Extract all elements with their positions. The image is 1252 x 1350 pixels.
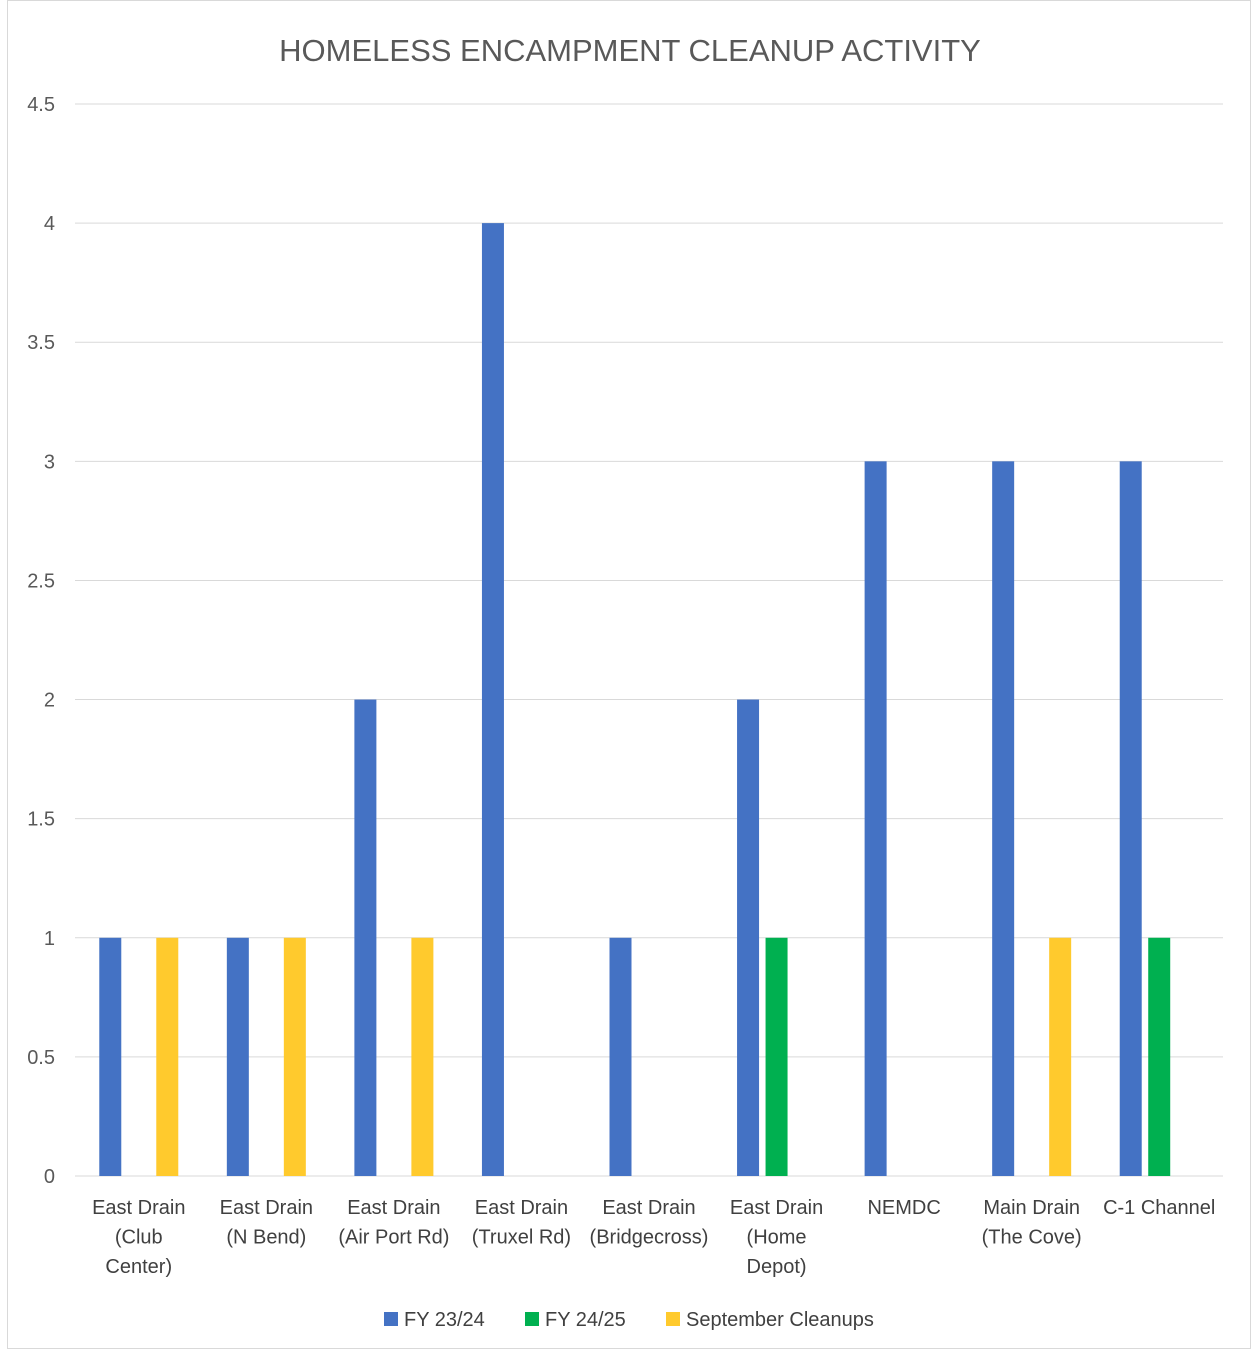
bar: [481, 223, 504, 1177]
legend-label: FY 23/24: [404, 1309, 485, 1331]
x-category-line: East Drain: [602, 1197, 695, 1219]
y-tick-label: 2.5: [27, 570, 55, 592]
bar: [156, 937, 179, 1176]
bar: [864, 461, 887, 1176]
x-category-label: East Drain (Home Depot): [730, 1197, 823, 1278]
x-category-line: East Drain: [730, 1197, 823, 1219]
bar: [765, 937, 788, 1176]
y-tick-label: 0.5: [27, 1047, 55, 1069]
x-category-label: East Drain (Bridgecross): [590, 1197, 709, 1249]
bar: [283, 937, 306, 1176]
legend-item: FY 24/25: [525, 1309, 626, 1331]
x-category-line: (Home: [747, 1227, 807, 1249]
x-category-label: East Drain (N Bend): [220, 1197, 313, 1249]
x-category-line: Main Drain: [983, 1197, 1080, 1219]
x-category-label: Main Drain (The Cove): [982, 1197, 1082, 1249]
x-category-line: (N Bend): [226, 1227, 306, 1249]
x-category-label: East Drain (Club Center): [92, 1197, 185, 1278]
legend-swatch: [666, 1312, 680, 1326]
x-category-label: C-1 Channel: [1103, 1197, 1215, 1219]
y-tick-label: 1.5: [27, 809, 55, 831]
y-tick-label: 4.5: [27, 94, 55, 116]
x-category-line: NEMDC: [867, 1197, 940, 1219]
legend-item: September Cleanups: [666, 1309, 874, 1331]
x-category-line: East Drain: [475, 1197, 568, 1219]
x-category-line: East Drain: [347, 1197, 440, 1219]
x-category-line: (Air Port Rd): [338, 1227, 449, 1249]
x-category-label: East Drain (Air Port Rd): [338, 1197, 449, 1249]
legend: FY 23/24 FY 24/25 September Cleanups: [384, 1309, 874, 1331]
y-tick-label: 1: [44, 928, 55, 950]
x-category-line: C-1 Channel: [1103, 1197, 1215, 1219]
bar: [1119, 461, 1142, 1176]
chart-title: HOMELESS ENCAMPMENT CLEANUP ACTIVITY: [279, 33, 981, 68]
legend-label: FY 24/25: [545, 1309, 626, 1331]
legend-label: September Cleanups: [686, 1309, 874, 1331]
y-tick-label: 4: [44, 213, 55, 235]
bar: [1148, 937, 1171, 1176]
bar: [737, 699, 760, 1176]
y-axis-ticks: 0 0.5 1 1.5 2 2.5 3 3.5 4 4.5: [27, 94, 55, 1188]
bar: [354, 699, 377, 1176]
bar: [1049, 937, 1072, 1176]
x-category-line: Depot): [747, 1256, 807, 1278]
x-category-label: East Drain (Truxel Rd): [472, 1197, 571, 1249]
y-tick-label: 3.5: [27, 332, 55, 354]
legend-swatch: [525, 1312, 539, 1326]
x-axis-categories: East Drain (Club Center) East Drain (N Bend)…: [92, 1197, 1215, 1278]
bar: [226, 937, 249, 1176]
x-category-label: NEMDC: [867, 1197, 940, 1219]
y-tick-label: 2: [44, 690, 55, 712]
bars: [99, 223, 1171, 1177]
bar: [99, 937, 122, 1176]
x-category-line: East Drain: [220, 1197, 313, 1219]
y-tick-label: 3: [44, 451, 55, 473]
gridlines: [75, 103, 1223, 1177]
x-category-line: East Drain: [92, 1197, 185, 1219]
bar: [609, 937, 632, 1176]
bar: [411, 937, 434, 1176]
y-tick-label: 0: [44, 1166, 55, 1188]
x-category-line: (The Cove): [982, 1227, 1082, 1249]
x-category-line: (Club: [115, 1227, 163, 1249]
legend-item: FY 23/24: [384, 1309, 485, 1331]
bar: [992, 461, 1015, 1176]
x-category-line: (Bridgecross): [590, 1227, 709, 1249]
x-category-line: (Truxel Rd): [472, 1227, 571, 1249]
legend-swatch: [384, 1312, 398, 1326]
x-category-line: Center): [105, 1256, 172, 1278]
